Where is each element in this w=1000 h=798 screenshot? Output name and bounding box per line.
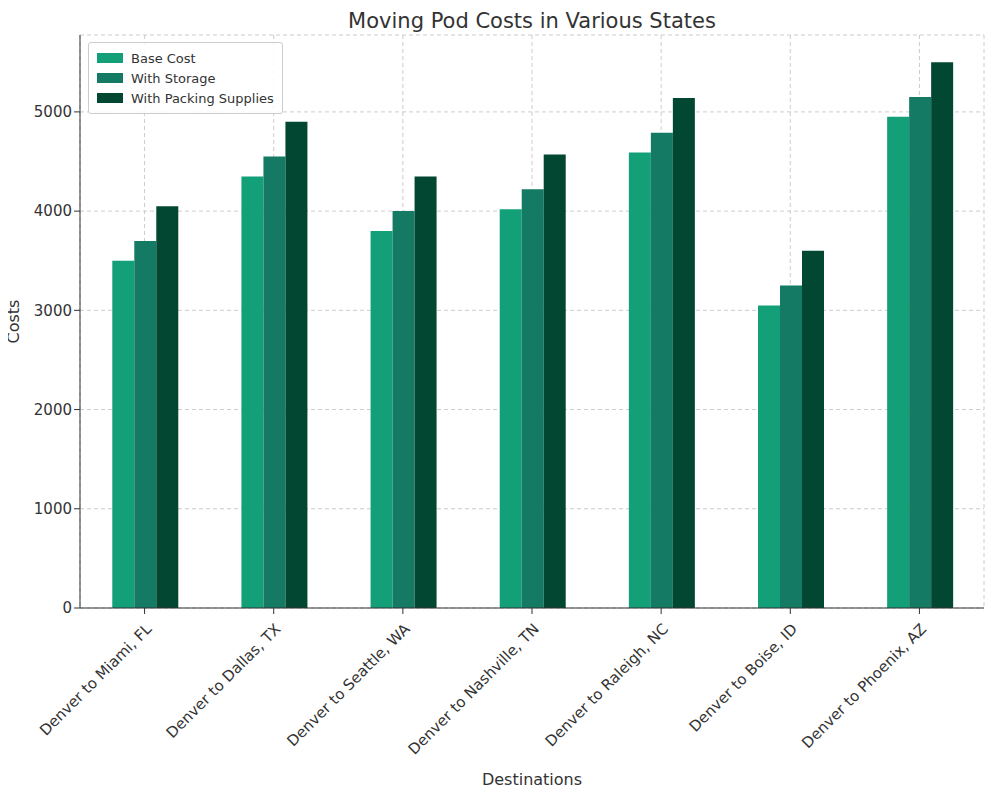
svg-text:0: 0 xyxy=(62,599,72,617)
svg-text:Denver to Dallas, TX: Denver to Dallas, TX xyxy=(163,620,285,742)
svg-text:Denver to Nashville, TN: Denver to Nashville, TN xyxy=(405,620,543,758)
html-text:With Packing Supplies: With Packing Supplies xyxy=(131,90,274,106)
html-text:Moving Pod Costs in Various St: Moving Pod Costs in Various States xyxy=(348,9,716,33)
svg-text:Destinations: Destinations xyxy=(482,770,582,789)
svg-text:Denver to Seattle, WA: Denver to Seattle, WA xyxy=(283,620,414,751)
svg-text:2000: 2000 xyxy=(34,401,72,419)
svg-text:Denver to Boise, ID: Denver to Boise, ID xyxy=(686,620,802,736)
html-text:With Storage: With Storage xyxy=(131,70,216,86)
svg-text:4000: 4000 xyxy=(34,202,72,220)
svg-text:Costs: Costs xyxy=(8,300,23,344)
svg-text:1000: 1000 xyxy=(34,500,72,518)
svg-text:3000: 3000 xyxy=(34,302,72,320)
svg-text:Denver to Raleigh, NC: Denver to Raleigh, NC xyxy=(542,620,672,750)
svg-text:Denver to Phoenix, AZ: Denver to Phoenix, AZ xyxy=(798,620,930,752)
html-text:Base Cost: Base Cost xyxy=(131,50,196,66)
svg-text:5000: 5000 xyxy=(34,103,72,121)
svg-text:Denver to Miami, FL: Denver to Miami, FL xyxy=(36,620,156,740)
